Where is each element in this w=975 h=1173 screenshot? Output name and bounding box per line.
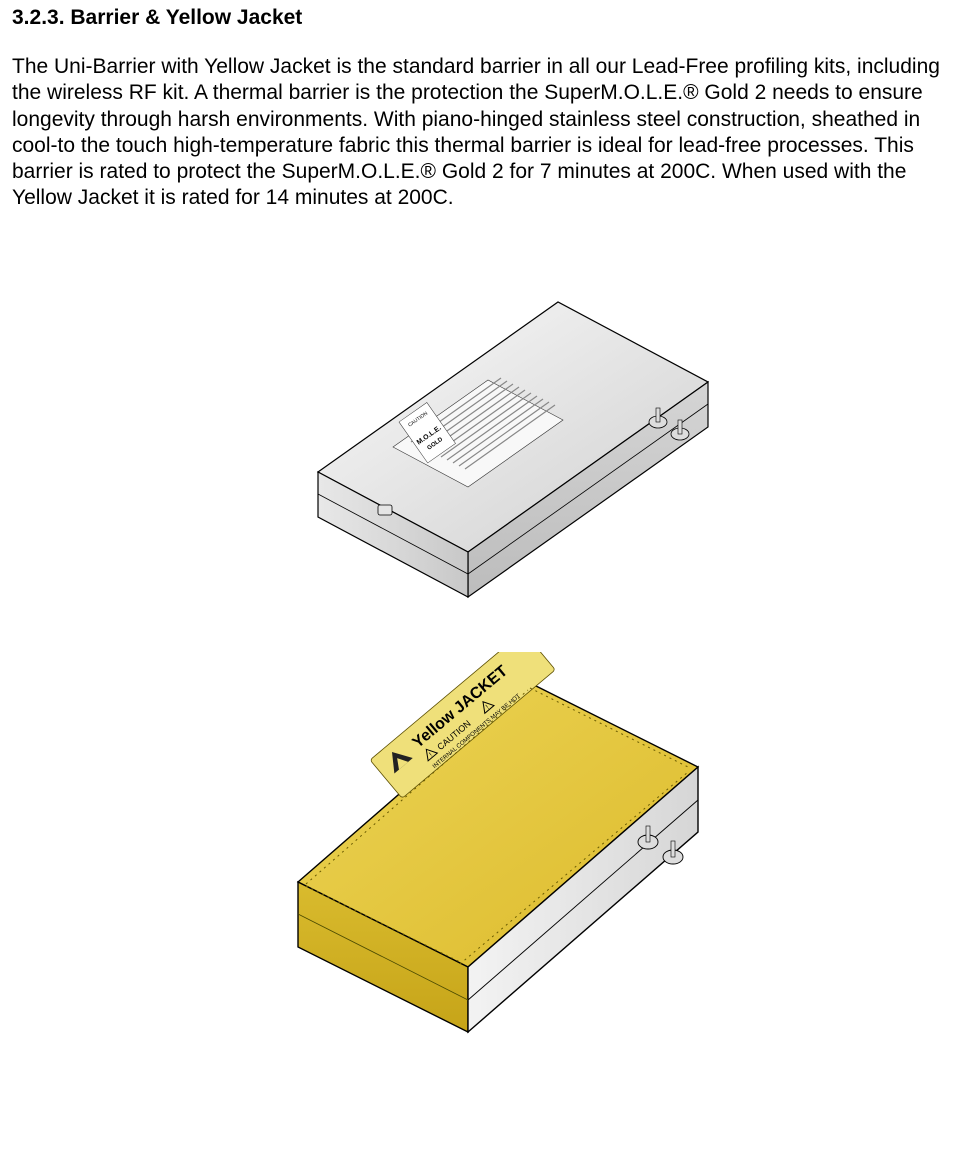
figure-area: CAUTION M.O.L.E. GOLD <box>12 262 963 1072</box>
section-title-text: Barrier & Yellow Jacket <box>70 6 302 29</box>
body-paragraph: The Uni-Barrier with Yellow Jacket is th… <box>12 54 952 212</box>
barrier-illustration: CAUTION M.O.L.E. GOLD <box>228 262 748 642</box>
yellow-jacket-illustration: Yellow JACKET ! CAUTION ! INTERNAL COMPO… <box>228 652 748 1072</box>
section-number: 3.2.3. <box>12 6 65 29</box>
document-page: 3.2.3. Barrier & Yellow Jacket The Uni-B… <box>0 0 975 1173</box>
section-heading: 3.2.3. Barrier & Yellow Jacket <box>12 6 963 30</box>
